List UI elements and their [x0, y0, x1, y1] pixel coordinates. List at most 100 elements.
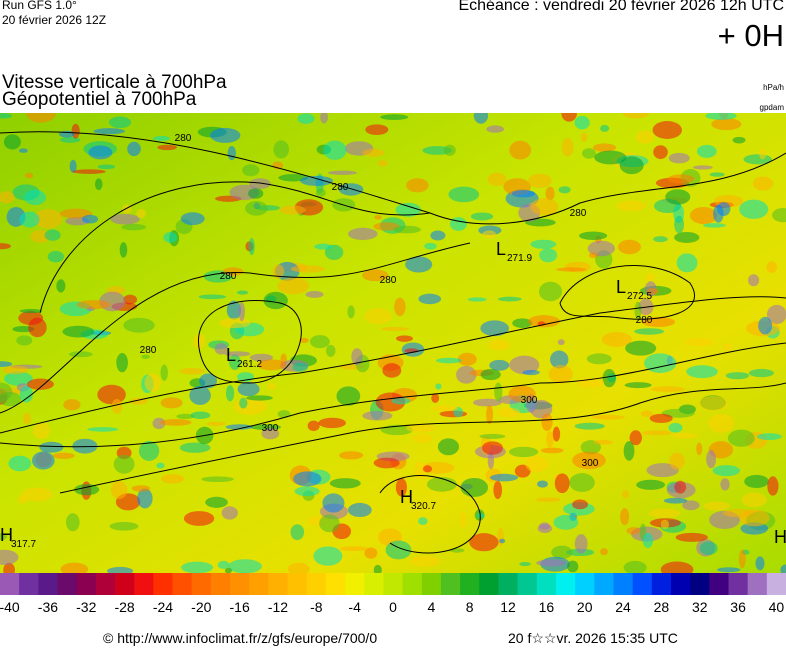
field-cell: [249, 178, 271, 190]
field-cell: [487, 172, 507, 187]
color-swatch: [498, 573, 519, 595]
colorbar-label: -16: [230, 599, 250, 615]
field-cell: [667, 174, 695, 184]
colorbar-label: 32: [692, 599, 708, 615]
field-cell: [122, 204, 132, 214]
field-cell: [430, 230, 446, 241]
color-swatch: [402, 573, 423, 595]
field-cell: [486, 125, 505, 133]
color-swatch: [594, 573, 614, 595]
field-cell: [405, 256, 433, 273]
field-cell: [574, 422, 605, 430]
field-cell: [634, 301, 642, 320]
field-cell: [0, 361, 13, 367]
source-url: © http://www.infoclimat.fr/z/gfs/europe/…: [103, 630, 378, 646]
field-cell: [594, 150, 627, 165]
field-cell: [409, 555, 441, 567]
field-cell: [365, 124, 389, 135]
field-cell: [24, 172, 34, 179]
field-cell: [424, 242, 437, 250]
color-swatch: [766, 573, 786, 595]
field-cell: [644, 353, 677, 373]
field-cell: [347, 502, 372, 518]
run-date: 20 février 2026 12Z: [2, 13, 107, 27]
colorbar-label: 8: [466, 599, 474, 615]
field-cell: [493, 480, 503, 500]
field-cell: [156, 462, 165, 469]
color-swatch: [517, 573, 538, 595]
field-cell: [313, 546, 343, 566]
field-cell: [623, 560, 647, 573]
field-cell: [599, 548, 608, 556]
field-cell: [640, 410, 653, 417]
field-cell: [703, 501, 731, 511]
field-cell: [322, 493, 345, 513]
color-swatch: [306, 573, 327, 595]
field-cell: [634, 328, 665, 335]
color-swatch: [613, 573, 634, 595]
field-cell: [385, 540, 412, 560]
field-cell: [574, 115, 590, 130]
field-cell: [625, 340, 657, 356]
field-cell: [222, 267, 244, 276]
contour-label: 280: [175, 133, 192, 144]
field-cell: [138, 441, 160, 461]
field-cell: [696, 144, 717, 158]
field-cell: [739, 509, 770, 527]
field-cell: [489, 473, 519, 482]
field-cell: [626, 527, 641, 535]
field-cell: [646, 463, 679, 478]
field-cell: [190, 411, 211, 419]
field-cell: [179, 442, 211, 453]
field-cell: [622, 113, 650, 119]
field-cell: [394, 297, 406, 317]
color-swatch: [172, 573, 193, 595]
field-cell: [238, 302, 245, 322]
colorbar-label: 16: [539, 599, 555, 615]
field-cell: [527, 315, 560, 328]
field-cell: [141, 354, 151, 359]
field-cell: [137, 488, 153, 509]
field-cell: [261, 427, 280, 440]
field-cell: [267, 382, 276, 390]
field-cell: [615, 200, 647, 212]
field-cell: [263, 291, 288, 310]
field-cell: [732, 136, 746, 144]
field-cell: [71, 123, 80, 139]
color-swatch: [747, 573, 768, 595]
field-cell: [0, 191, 15, 204]
field-cell: [580, 132, 588, 142]
color-swatch: [536, 573, 557, 595]
color-swatch: [287, 573, 308, 595]
color-swatch: [383, 573, 404, 595]
field-cell: [123, 317, 155, 333]
color-swatch: [651, 573, 672, 595]
field-cell: [488, 339, 510, 351]
field-cell: [76, 300, 111, 310]
field-cell: [221, 506, 238, 520]
field-cell: [702, 223, 726, 228]
field-cell: [364, 308, 392, 325]
field-cell: [766, 261, 777, 273]
field-cell: [645, 273, 655, 281]
field-cell: [72, 169, 106, 174]
field-cell: [418, 517, 428, 525]
field-cell: [293, 471, 322, 487]
color-swatch: [95, 573, 116, 595]
field-cell: [588, 252, 598, 258]
field-cell: [3, 134, 21, 150]
field-cell: [229, 354, 241, 370]
field-cell: [448, 186, 480, 203]
field-cell: [27, 378, 54, 390]
field-cell: [277, 410, 291, 419]
colorbar-label: 24: [615, 599, 631, 615]
field-cell: [635, 130, 655, 144]
field-cell: [716, 567, 741, 573]
field-cell: [127, 141, 141, 157]
field-cell: [712, 465, 741, 477]
field-cell: [720, 478, 730, 491]
field-cell: [693, 165, 713, 170]
field-cell: [272, 264, 285, 279]
field-cell: [205, 496, 228, 508]
field-cell: [567, 560, 579, 573]
